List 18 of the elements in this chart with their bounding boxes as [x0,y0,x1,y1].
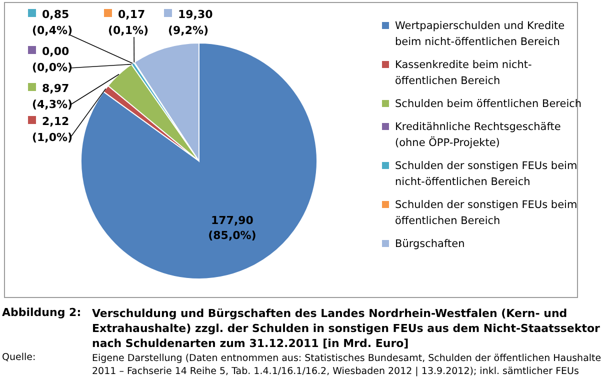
data-label: 177,90 (85,0%) [208,214,256,242]
legend-label: Wertpapierschulden und Kredite beim nicht-öffentlichen Bereich [394,19,566,50]
text: 0,00 (0,0%) [32,45,73,74]
data-label: 0,85 (0,4%) [32,8,73,37]
data-label: 0,17 (0,1%) [108,8,149,37]
text: Abbildung 2: [2,306,82,319]
source-note: Quelle: [2,352,36,363]
data-label: 8,97 (4,3%) [32,82,73,111]
data-label: 19,30 (9,2%) [168,8,214,37]
legend-label: Schulden beim öffentlichen Bereich [394,97,582,112]
legend-label: Schulden der sonstigen FEUs beim öffentlichen Bereich [394,198,578,229]
legend-label: Bürgschaften [394,237,466,252]
text: Verschuldung und Bürgschaften des Landes Nordrhein-Westfalen (Kern- und Extrahaushalte) zzgl. der Schulden in sonstigen FEUs aus dem Nicht-Staatssektor nach Schuldenarten zum 31.12.2011 [in Mrd. Euro] [92,306,601,351]
data-label: 2,12 (1,0%) [32,115,73,144]
legend-label: Kassenkredite beim nicht-öffentlichen Bereich [394,58,533,89]
legend-label: Kreditähnliche Rechtsgeschäfte (ohne ÖPP-Projekte) [394,120,562,151]
legend-label: Schulden der sonstigen FEUs beim nicht-öffentlichen Bereich [394,159,578,190]
text: Eigene Darstellung (Daten entnommen aus: Statistisches Bundesamt, Schulden der öffentlichen Haushalte 2011 – Fachserie 14 Reihe 5, Tab. 1.4.1/16.1/16.2, Wiesbaden 2012 | 13.9.2012); inkl. sämtlicher FEUs [92,352,602,378]
